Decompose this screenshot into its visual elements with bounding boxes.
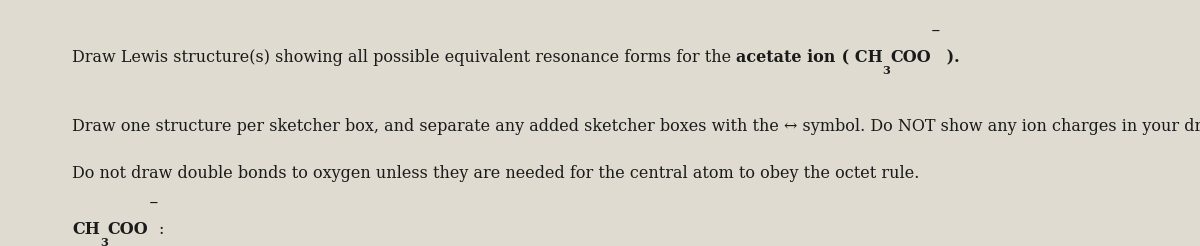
Text: ( CH: ( CH	[835, 49, 882, 66]
Text: :: :	[158, 221, 163, 238]
Text: 3: 3	[882, 65, 890, 76]
Text: Draw one structure per sketcher box, and separate any added sketcher boxes with : Draw one structure per sketcher box, and…	[72, 118, 1200, 135]
Text: −: −	[149, 197, 158, 208]
Text: acetate ion: acetate ion	[737, 49, 835, 66]
Text: Draw Lewis structure(s) showing all possible equivalent resonance forms for the: Draw Lewis structure(s) showing all poss…	[72, 49, 737, 66]
Text: 3: 3	[100, 237, 108, 246]
Text: −: −	[931, 25, 941, 36]
Text: COO: COO	[108, 221, 149, 238]
Text: ).: ).	[941, 49, 959, 66]
Text: CH: CH	[72, 221, 100, 238]
Text: COO: COO	[890, 49, 931, 66]
Text: Do not draw double bonds to oxygen unless they are needed for the central atom t: Do not draw double bonds to oxygen unles…	[72, 165, 919, 182]
